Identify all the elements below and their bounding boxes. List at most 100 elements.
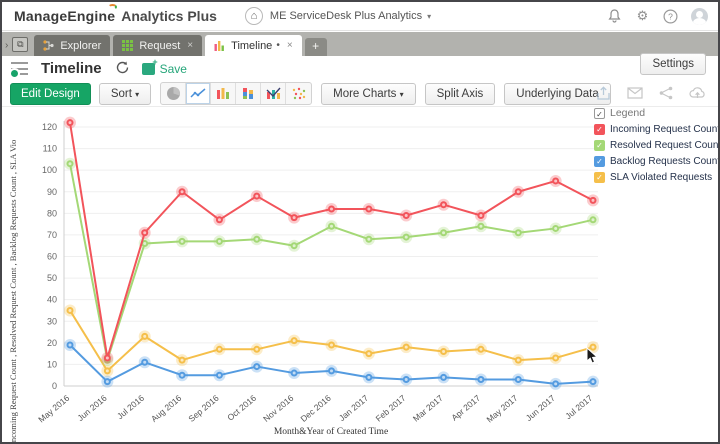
x-tick-label: May 2017 [485, 393, 520, 425]
report-list-toggle-icon[interactable] [9, 62, 28, 79]
refresh-icon[interactable] [116, 61, 129, 77]
data-point-center [217, 239, 221, 243]
data-point-center [217, 218, 221, 222]
series-checkbox-icon: ✓ [594, 124, 605, 135]
help-icon[interactable]: ? [663, 8, 678, 24]
combo-chart-type-icon[interactable] [261, 83, 287, 104]
data-point-center [255, 347, 259, 351]
email-icon[interactable] [627, 86, 643, 106]
y-tick-label: 70 [47, 230, 57, 240]
legend-item-resolved[interactable]: ✓ Resolved Request Count [594, 140, 718, 151]
data-point-center [367, 375, 371, 379]
line-chart-type-icon[interactable] [186, 83, 212, 104]
settings-button[interactable]: Settings [640, 53, 706, 75]
x-tick-label: Jun 2017 [524, 393, 557, 423]
data-point-center [292, 216, 296, 220]
y-tick-label: 90 [47, 187, 57, 197]
mouse-cursor [586, 346, 599, 365]
data-point-center [554, 179, 558, 183]
legend-item-sla[interactable]: ✓ SLA Violated Requests [594, 172, 712, 183]
y-tick-label: 100 [42, 165, 57, 175]
workspace-switcher[interactable]: ⌂ ME ServiceDesk Plus Analytics ▾ [244, 7, 432, 25]
notifications-bell-icon[interactable] [607, 9, 622, 24]
app-logo[interactable]: ManageEngine Analytics Plus [14, 4, 217, 24]
x-tick-label: Jul 2016 [115, 393, 146, 421]
data-point-center [180, 358, 184, 362]
data-point-center [255, 194, 259, 198]
underlying-data-button[interactable]: Underlying Data [504, 82, 611, 105]
tab-label: Request [139, 39, 181, 52]
x-tick-label: Jul 2017 [563, 393, 594, 421]
data-point-center [105, 380, 109, 384]
publish-cloud-icon[interactable] [689, 86, 706, 106]
data-point-center [479, 224, 483, 228]
data-point-center [516, 378, 520, 382]
tab-label: Explorer [60, 39, 102, 52]
data-point-center [330, 369, 333, 373]
legend-item-incoming[interactable]: ✓ Incoming Request Count [594, 124, 718, 135]
scatter-chart-type-icon[interactable] [286, 83, 311, 104]
chart-canvas: 0 10 20 30 40 50 60 70 80 90 100 110 120 May 2016 Jun … [2, 107, 718, 442]
data-point-center [442, 203, 446, 207]
app-header: ManageEngine Analytics Plus ⌂ ME Service… [2, 2, 718, 31]
bar-chart-type-icon[interactable] [211, 83, 237, 104]
data-point-center [367, 207, 371, 211]
close-tab-icon[interactable]: × [286, 40, 293, 51]
y-tick-label: 20 [47, 338, 57, 348]
tab-explorer[interactable]: Explorer [34, 35, 111, 56]
tab-timeline-active[interactable]: Timeline • × [205, 35, 302, 56]
tab-strip: › ⧉ Explorer Request × Timeline • × + [2, 32, 718, 56]
save-button[interactable]: Save [141, 57, 187, 76]
home-icon: ⌂ [244, 7, 263, 25]
legend-item-backlog[interactable]: ✓ Backlog Requests Count [594, 156, 718, 167]
x-tick-label: Dec 2016 [298, 393, 333, 424]
pie-chart-type-icon[interactable] [161, 83, 187, 104]
unsaved-dot: • [276, 40, 280, 51]
data-point-center [479, 213, 483, 217]
bar-chart-icon [214, 40, 225, 51]
data-point-center [516, 190, 520, 194]
split-axis-button[interactable]: Split Axis [424, 82, 496, 105]
restore-layout-icon[interactable]: ⧉ [12, 37, 29, 52]
edit-design-button[interactable]: Edit Design [10, 82, 91, 105]
y-tick-label: 80 [47, 208, 57, 218]
stacked-bar-chart-type-icon[interactable] [236, 83, 262, 104]
close-tab-icon[interactable]: × [187, 40, 194, 51]
report-title: Timeline [41, 60, 102, 77]
data-point-center [404, 378, 408, 382]
user-avatar[interactable] [691, 7, 708, 25]
x-tick-label: Jun 2016 [75, 393, 108, 423]
new-tab-button[interactable]: + [304, 38, 327, 56]
y-axis-title: Incoming Request Count , Resolved Reques… [8, 140, 18, 444]
share-icon[interactable] [659, 86, 673, 106]
y-tick-label: 110 [43, 144, 57, 154]
save-icon [141, 57, 158, 75]
data-point-center [143, 231, 147, 235]
x-tick-label: Mar 2017 [411, 393, 445, 424]
tab-request[interactable]: Request × [113, 35, 203, 56]
series-checkbox-icon: ✓ [594, 172, 605, 183]
data-point-center [105, 369, 109, 373]
x-tick-label: Jan 2017 [337, 393, 370, 423]
data-point-center [255, 365, 259, 369]
data-point-center [68, 308, 72, 312]
data-point-center [479, 378, 483, 382]
sort-button[interactable]: Sort ▾ [98, 82, 152, 105]
data-point-center [68, 162, 72, 166]
data-point-center [404, 235, 408, 239]
legend-master-toggle[interactable]: ✓ Legend [594, 107, 712, 119]
brand-name: ManageEngine [14, 4, 118, 24]
chart-type-switcher [160, 82, 313, 105]
legend-checkbox-icon: ✓ [594, 107, 605, 119]
data-point-center [404, 213, 408, 217]
data-point-center [180, 239, 184, 243]
settings-gear-icon[interactable]: ⚙ [636, 8, 649, 23]
data-point-center [591, 380, 595, 384]
y-tick-label: 30 [47, 316, 57, 326]
tab-scroll-chevron-icon[interactable]: › [5, 40, 9, 51]
more-charts-button[interactable]: More Charts ▾ [321, 82, 416, 105]
chevron-down-icon: ▾ [427, 11, 432, 21]
export-icon[interactable] [596, 86, 611, 106]
